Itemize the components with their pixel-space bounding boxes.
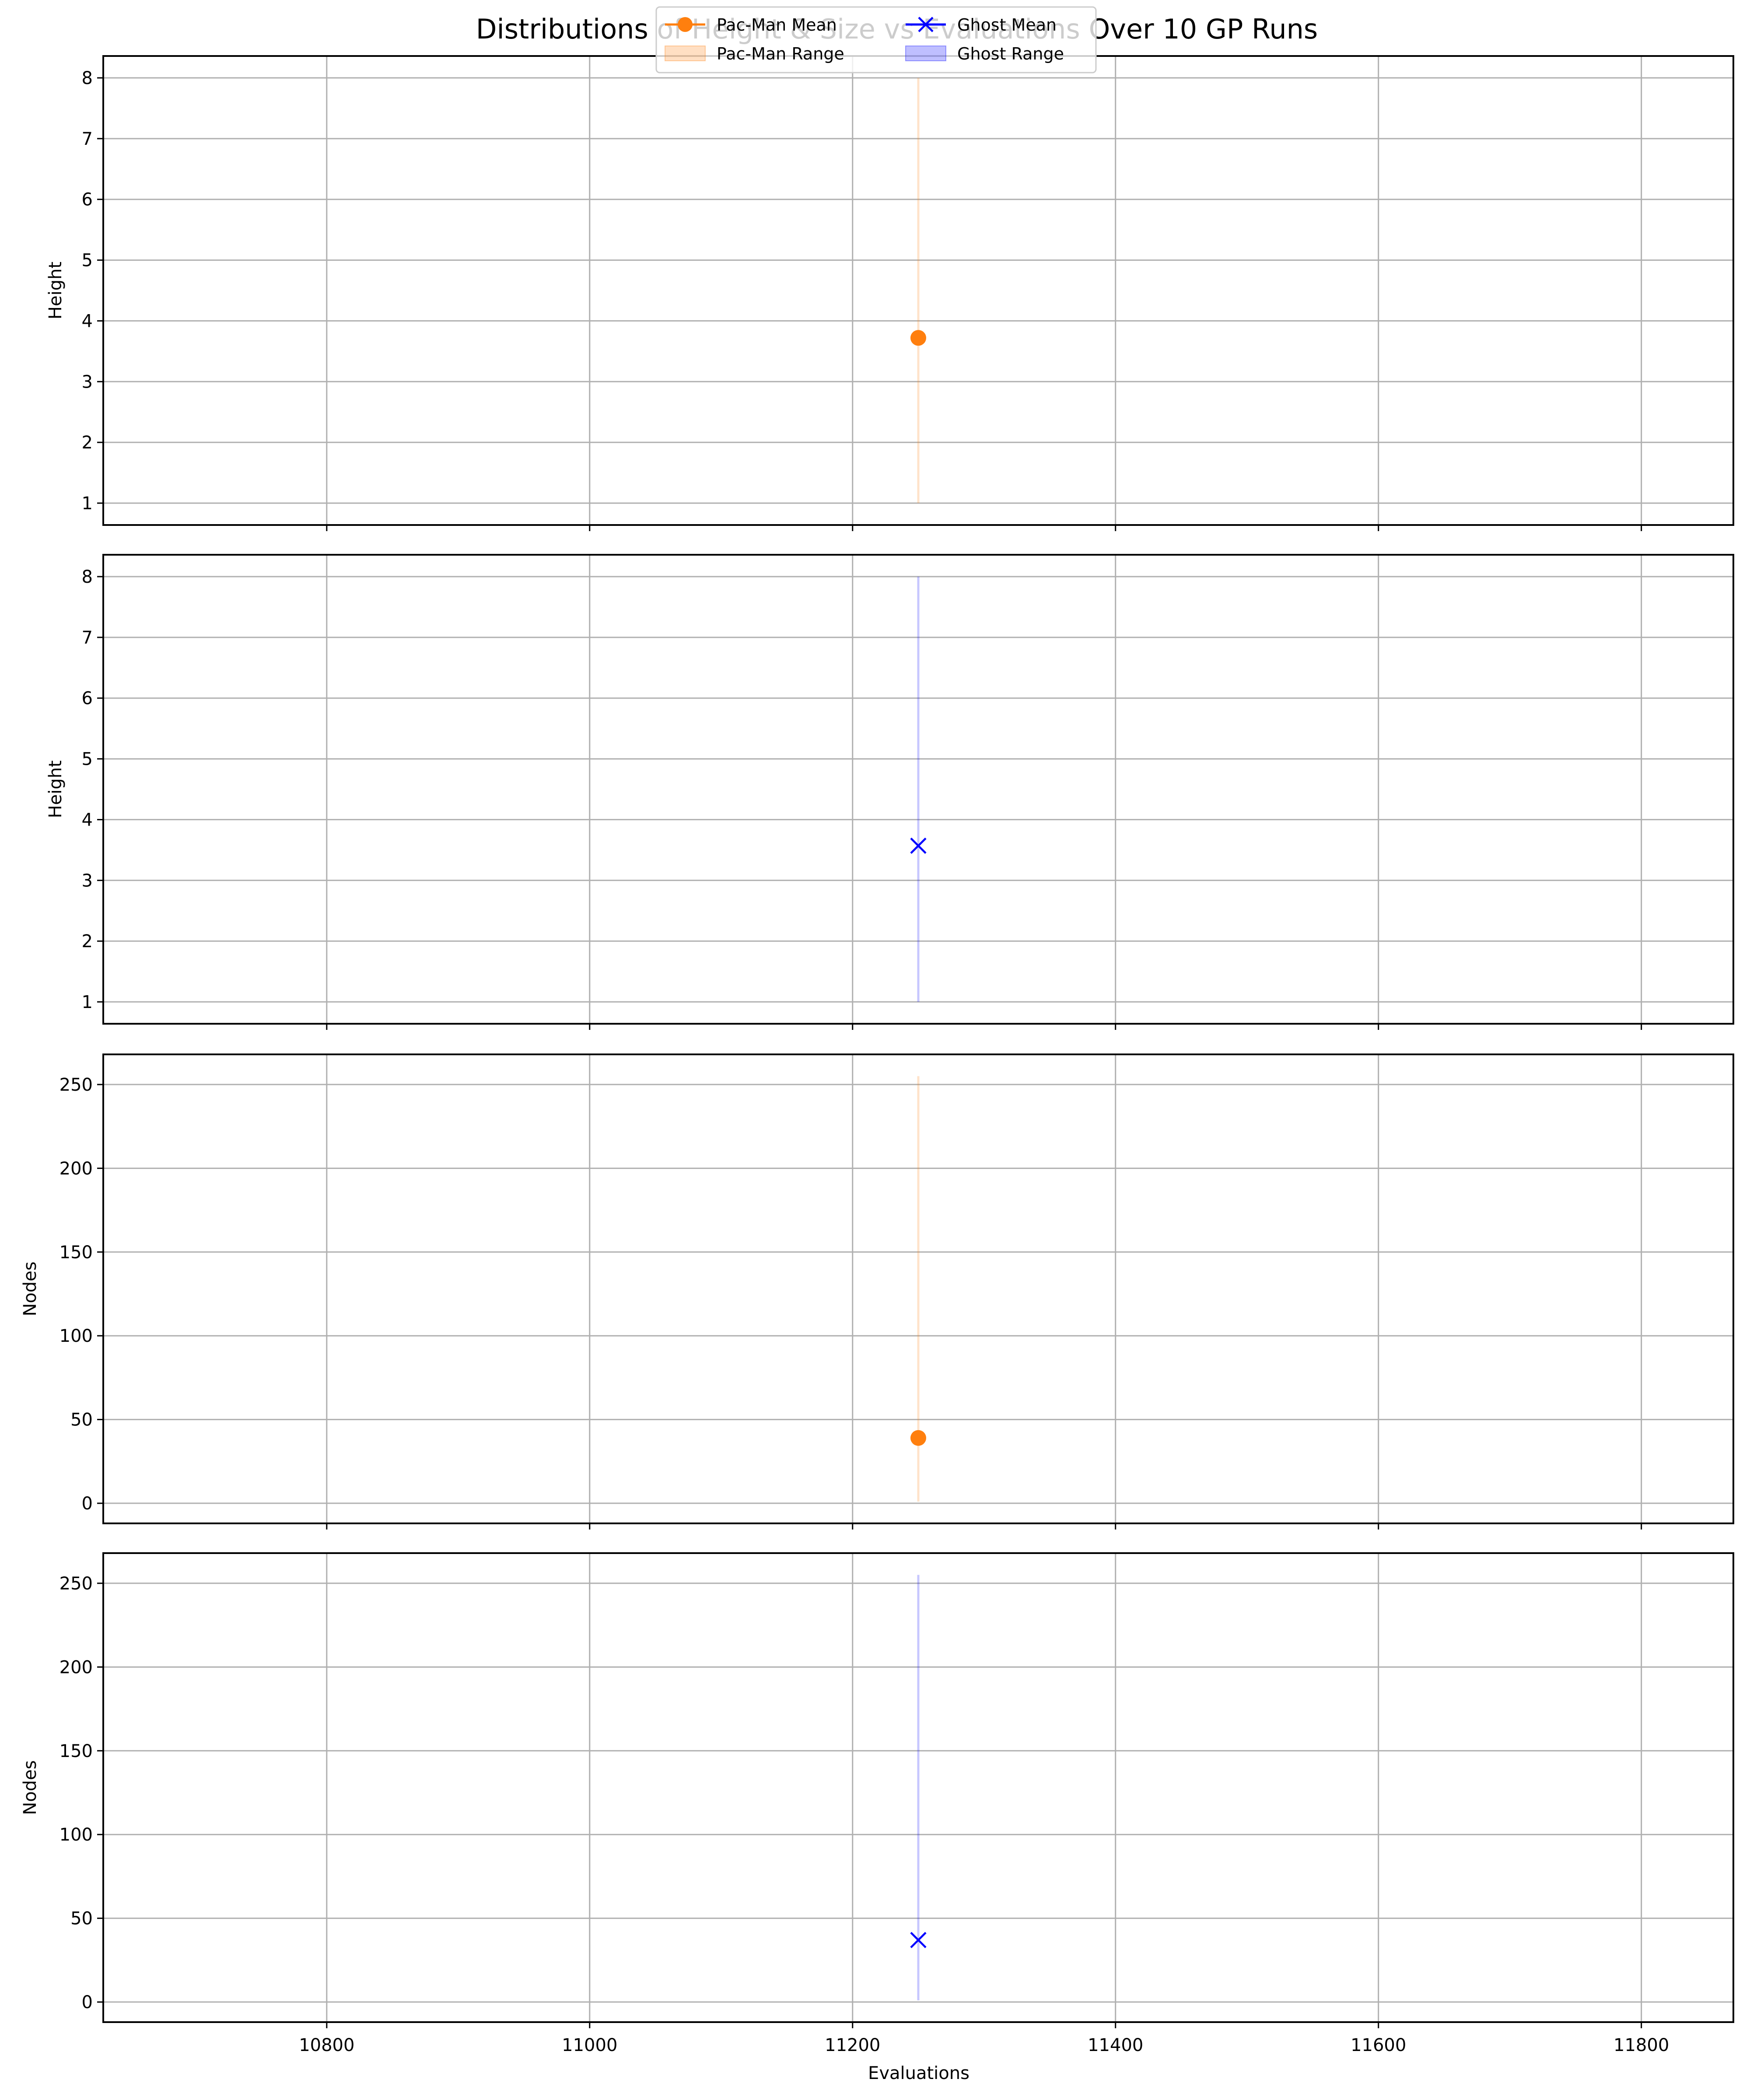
y-tick-label: 4: [82, 311, 93, 331]
mean-marker: [910, 837, 927, 854]
x-tick-label: 11800: [1614, 2035, 1669, 2055]
y-tick-label: 2: [82, 931, 93, 952]
subplots: 1 2 3 4 5 6 7 8 Height 1 2 3 4 5 6 7 8 Height 0 50 100 150 200…: [20, 55, 1734, 2055]
y-tick-label: 0: [82, 1992, 93, 2012]
axes-frame: [102, 1054, 1734, 1524]
subplot-3: 0 50 100 150 200 250 Nodes: [20, 1054, 1734, 1530]
y-tick-label: 50: [70, 1410, 93, 1430]
y-axis-label: Nodes: [20, 1760, 40, 1815]
legend-entry: Ghost Range: [905, 44, 1064, 63]
mean-marker: [910, 1932, 927, 1948]
y-tick-label: 4: [82, 810, 93, 830]
y-tick-label: 1: [82, 992, 93, 1012]
y-axis-label: Height: [46, 262, 66, 319]
y-tick-label: 6: [82, 689, 93, 709]
legend-label: Pac-Man Mean: [717, 15, 837, 35]
legend-frame: [655, 6, 1097, 74]
y-tick-label: 2: [82, 433, 93, 453]
legend-swatch-patch: [665, 46, 706, 61]
y-tick-label: 7: [82, 628, 93, 648]
legend-swatch-patch: [905, 46, 946, 61]
y-tick-label: 3: [82, 871, 93, 891]
legend-swatch-marker: [918, 17, 934, 32]
y-tick-label: 150: [60, 1242, 93, 1263]
range-band: [917, 77, 920, 504]
axes-frame: [102, 554, 1734, 1025]
legend-swatch-marker: [678, 17, 693, 32]
x-tick-label: 11400: [1088, 2035, 1143, 2055]
x-tick-label: 11000: [562, 2035, 617, 2055]
mean-marker: [910, 1430, 926, 1446]
y-tick-label: 1: [82, 494, 93, 514]
y-tick-label: 250: [60, 1574, 93, 1594]
y-tick-label: 150: [60, 1741, 93, 1761]
legend-label: Pac-Man Range: [717, 44, 844, 63]
x-tick-label: 11200: [825, 2035, 880, 2055]
y-tick-label: 100: [60, 1326, 93, 1346]
legend-label: Ghost Mean: [957, 15, 1057, 35]
range-band: [917, 576, 920, 1002]
y-tick-label: 100: [60, 1825, 93, 1845]
range-band: [917, 1076, 920, 1502]
legend-entry: Pac-Man Range: [665, 44, 844, 63]
y-tick-label: 0: [82, 1494, 93, 1514]
y-tick-label: 8: [82, 567, 93, 587]
subplot-2: 1 2 3 4 5 6 7 8 Height: [46, 554, 1734, 1030]
axes-frame: [102, 1552, 1734, 2023]
legend: Pac-Man Mean Ghost Mean Pac-Man Range Ghost…: [655, 6, 1097, 74]
y-tick-label: 5: [82, 251, 93, 271]
x-axis-label: Evaluations: [868, 2063, 970, 2083]
y-tick-label: 5: [82, 749, 93, 770]
mean-marker-stroke: [910, 837, 927, 854]
mean-marker: [910, 330, 926, 346]
y-tick-label: 8: [82, 68, 93, 88]
y-tick-label: 6: [82, 190, 93, 210]
y-tick-label: 200: [60, 1657, 93, 1677]
y-tick-label: 7: [82, 129, 93, 149]
subplot-1: 1 2 3 4 5 6 7 8 Height: [46, 55, 1734, 531]
legend-entry: Pac-Man Mean: [665, 15, 837, 35]
y-axis-label: Height: [46, 760, 66, 818]
y-tick-label: 50: [70, 1909, 93, 1929]
subplot-4: 0 50 100 150 200 250 10800 11000 11200 11400 11600…: [20, 1552, 1734, 2055]
y-tick-label: 3: [82, 372, 93, 392]
mean-marker-stroke: [910, 1932, 927, 1948]
y-tick-label: 250: [60, 1075, 93, 1095]
x-tick-label: 11600: [1351, 2035, 1406, 2055]
range-band: [917, 1575, 920, 2001]
x-tick-label: 10800: [299, 2035, 354, 2055]
y-tick-label: 200: [60, 1158, 93, 1179]
legend-label: Ghost Range: [957, 44, 1064, 63]
y-axis-label: Nodes: [20, 1261, 40, 1316]
legend-entry: Ghost Mean: [906, 15, 1057, 35]
